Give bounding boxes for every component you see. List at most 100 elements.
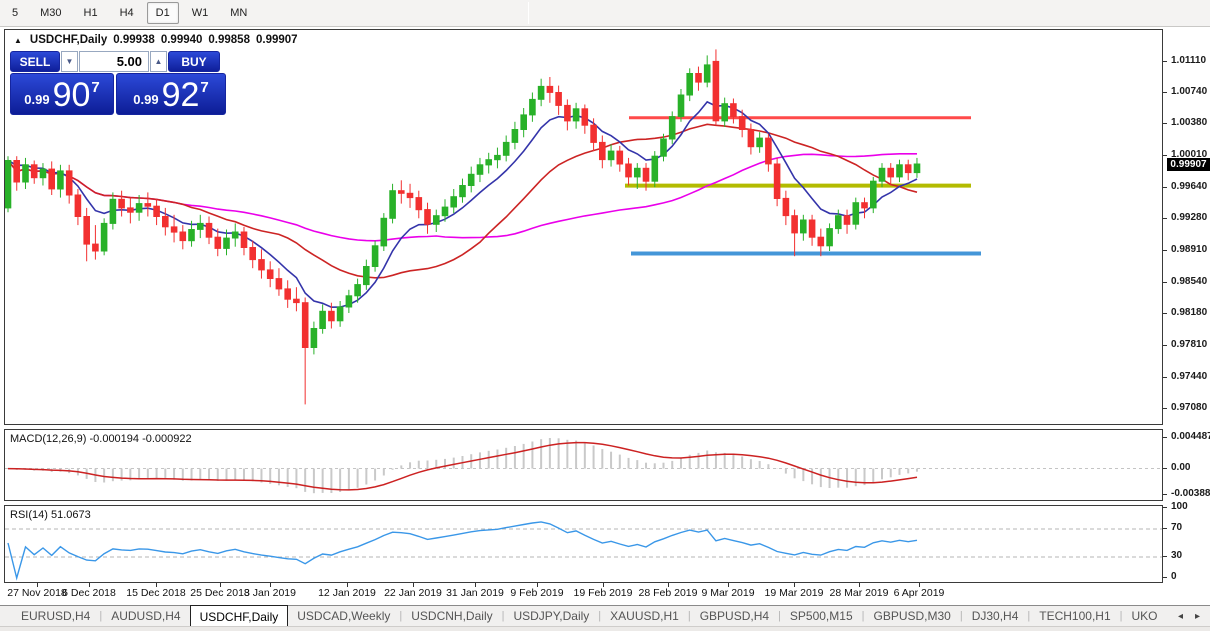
ohlc-close: 0.99907 xyxy=(255,34,298,46)
price-axis-label: 1.00380 xyxy=(1171,117,1208,129)
chart-tab-xauusd-h1[interactable]: XAUUSD,H1 xyxy=(610,609,679,623)
timeframe-toolbar: 5 M30 H1 H4 D1 W1 MN xyxy=(0,0,1210,27)
date-tick xyxy=(413,583,414,587)
one-click-trading-panel: SELL ▼ ▲ BUY 0.99 90 7 0.99 92 7 xyxy=(10,51,236,115)
chart-symbol: USDCHF,Daily xyxy=(29,34,108,46)
volume-decrease-button[interactable]: ▼ xyxy=(61,51,78,72)
rsi-pane[interactable]: RSI(14) 51.0673 xyxy=(4,505,1163,583)
rsi-axis-label: 30 xyxy=(1171,550,1183,561)
sell-price-prefix: 0.99 xyxy=(24,92,50,107)
chart-tab-dj30-h4[interactable]: DJ30,H4 xyxy=(971,609,1019,623)
chart-tab-uko[interactable]: UKO xyxy=(1131,609,1158,623)
sell-price-big: 90 xyxy=(52,76,91,114)
price-axis-label: 0.97080 xyxy=(1171,401,1208,413)
current-price-label: 0.99907 xyxy=(1167,158,1210,172)
date-tick xyxy=(89,583,90,587)
chart-tab-audusd-h4[interactable]: AUDUSD,H4 xyxy=(111,609,181,623)
tab-separator: | xyxy=(959,610,963,622)
timeframe-button-w1[interactable]: W1 xyxy=(191,7,209,19)
timeframe-button-h1[interactable]: H1 xyxy=(83,7,98,19)
tab-separator: | xyxy=(1119,610,1123,622)
macd-pane[interactable]: MACD(12,26,9) -0.000194 -0.000922 xyxy=(4,429,1163,501)
rsi-line xyxy=(7,521,918,581)
chart-workspace: ▲ USDCHF,Daily 0.99938 0.99940 0.99858 0… xyxy=(0,27,1210,631)
tab-separator: | xyxy=(598,610,602,622)
date-axis-label: 25 Dec 2018 xyxy=(190,587,250,599)
date-axis-label: 31 Jan 2019 xyxy=(446,587,504,599)
chart-tab-gbpusd-h4[interactable]: GBPUSD,H4 xyxy=(699,609,770,623)
date-tick xyxy=(668,583,669,587)
tab-separator: | xyxy=(501,610,505,622)
tab-scroll-right-icon[interactable]: ▸ xyxy=(1194,610,1200,622)
date-axis-label: 28 Mar 2019 xyxy=(829,587,889,599)
volume-increase-button[interactable]: ▲ xyxy=(150,51,167,72)
rsi-axis-label: 0 xyxy=(1171,571,1177,582)
collapse-panel-icon[interactable]: ▲ xyxy=(14,35,22,45)
macd-label: MACD(12,26,9) -0.000194 -0.000922 xyxy=(10,433,192,445)
date-tick xyxy=(603,583,604,587)
status-strip xyxy=(0,626,1210,631)
date-tick xyxy=(919,583,920,587)
toolbar-separator xyxy=(528,2,529,24)
price-axis-label: 0.99280 xyxy=(1171,212,1208,224)
price-axis-label: 1.00740 xyxy=(1171,86,1208,98)
tab-separator: | xyxy=(687,610,691,622)
date-tick xyxy=(156,583,157,587)
date-axis-label: 27 Nov 2018 xyxy=(7,587,67,599)
chart-tab-usdcnh-daily[interactable]: USDCNH,Daily xyxy=(411,609,493,623)
sell-price-box[interactable]: 0.99 90 7 xyxy=(10,73,114,115)
timeframe-button-5[interactable]: 5 xyxy=(12,7,19,19)
price-axis-label: 0.97440 xyxy=(1171,370,1208,382)
date-axis-label: 28 Feb 2019 xyxy=(638,587,698,599)
tab-separator: | xyxy=(778,610,781,622)
buy-price-prefix: 0.99 xyxy=(133,92,159,107)
macd-axis-label: 0.00 xyxy=(1171,461,1191,473)
tab-separator: | xyxy=(399,610,403,622)
ma-mid-line xyxy=(7,123,918,279)
price-axis-label: 0.98910 xyxy=(1171,244,1208,256)
date-axis-label: 3 Jan 2019 xyxy=(244,587,296,599)
sell-price-pip: 7 xyxy=(91,79,100,96)
date-axis-label: 22 Jan 2019 xyxy=(384,587,442,599)
price-axis-label: 1.00010 xyxy=(1171,149,1208,161)
chart-tab-tech100-h1[interactable]: TECH100,H1 xyxy=(1039,609,1111,623)
chart-tab-usdcad-weekly[interactable]: USDCAD,Weekly xyxy=(297,609,391,623)
date-axis-label: 9 Mar 2019 xyxy=(701,587,755,599)
price-axis: 1.01110 1.00740 1.00380 1.00010 0.99640 0.992… xyxy=(1163,29,1210,583)
timeframe-button-mn[interactable]: MN xyxy=(230,7,248,19)
date-tick xyxy=(220,583,221,587)
chart-tab-usdjpy-daily[interactable]: USDJPY,Daily xyxy=(513,609,590,623)
tab-separator: | xyxy=(861,610,865,622)
volume-input[interactable] xyxy=(79,51,149,72)
date-axis-label: 6 Dec 2018 xyxy=(62,587,116,599)
date-axis-label: 15 Dec 2018 xyxy=(126,587,186,599)
chart-tab-eurusd-h4[interactable]: EURUSD,H4 xyxy=(21,609,91,623)
ohlc-open: 0.99938 xyxy=(113,34,155,46)
date-tick xyxy=(347,583,348,587)
sell-button[interactable]: SELL xyxy=(10,51,60,72)
buy-price-pip: 7 xyxy=(200,79,209,96)
date-tick xyxy=(794,583,795,587)
macd-axis-label: 0.004487 xyxy=(1171,431,1210,442)
buy-button[interactable]: BUY xyxy=(168,51,220,72)
date-tick xyxy=(37,583,38,587)
main-chart-pane[interactable]: ▲ USDCHF,Daily 0.99938 0.99940 0.99858 0… xyxy=(4,29,1163,425)
tab-scroll-left-icon[interactable]: ◂ xyxy=(1177,610,1183,622)
buy-price-box[interactable]: 0.99 92 7 xyxy=(116,73,226,115)
price-axis-label: 0.97810 xyxy=(1171,338,1208,350)
buy-price-big: 92 xyxy=(161,76,200,114)
chart-tab-sp500-m15[interactable]: SP500,M15 xyxy=(789,609,853,623)
date-tick xyxy=(859,583,860,587)
chart-tab-usdchf-daily[interactable]: USDCHF,Daily xyxy=(189,604,289,626)
timeframe-button-h4[interactable]: H4 xyxy=(119,7,134,19)
timeframe-button-d1[interactable]: D1 xyxy=(146,2,179,24)
tab-separator: | xyxy=(99,610,103,622)
chart-tab-gbpusd-m30[interactable]: GBPUSD,M30 xyxy=(873,609,951,623)
price-axis-label: 0.98540 xyxy=(1171,276,1208,287)
ohlc-low: 0.99858 xyxy=(208,34,250,46)
date-axis-label: 12 Jan 2019 xyxy=(318,587,376,599)
date-axis-label: 6 Apr 2019 xyxy=(893,587,945,599)
date-axis: 27 Nov 2018 6 Dec 2018 15 Dec 2018 25 Dec 2… xyxy=(0,583,1210,605)
candles[interactable] xyxy=(5,49,921,405)
timeframe-button-m30[interactable]: M30 xyxy=(40,7,62,19)
